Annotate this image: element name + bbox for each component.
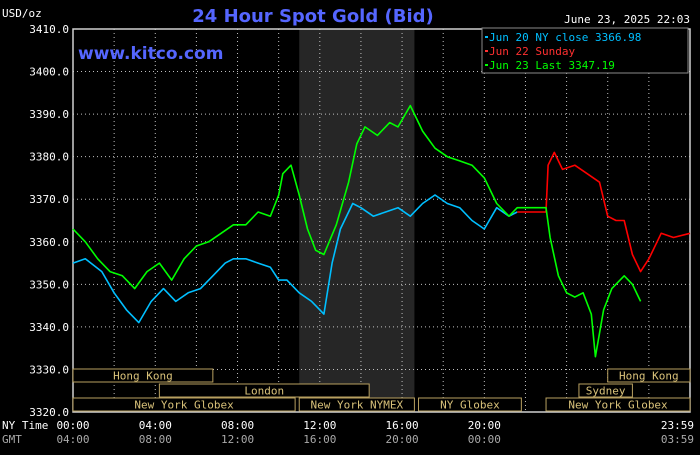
session-bar bbox=[158, 383, 370, 398]
y-tick-label: 3340.0 bbox=[29, 321, 69, 334]
x-tick-label-gmt: 12:00 bbox=[221, 433, 254, 446]
legend-item-last: Jun 23 Last 3347.19 bbox=[489, 59, 615, 72]
price-series bbox=[72, 104, 691, 358]
session-label: New York Globex bbox=[134, 399, 234, 412]
session-bar bbox=[298, 397, 415, 412]
y-tick-label: 3410.0 bbox=[29, 23, 69, 36]
chart-title: 24 Hour Spot Gold (Bid) bbox=[192, 6, 433, 27]
y-tick-label: 3400.0 bbox=[29, 66, 69, 79]
x-tick-label-ny: 23:59 bbox=[661, 419, 694, 432]
legend-bullet-sunday bbox=[485, 50, 488, 52]
session-label: Sydney bbox=[586, 385, 626, 398]
series-line bbox=[72, 194, 518, 324]
x-tick-label-ny: 20:00 bbox=[468, 419, 501, 432]
x-tick-label-ny: 16:00 bbox=[386, 419, 419, 432]
x-axis-tick-labels: 00:0004:0004:0008:0008:0012:0012:0016:00… bbox=[56, 419, 694, 446]
y-tick-label: 3360.0 bbox=[29, 236, 69, 249]
legend-bullet-ny-close bbox=[485, 36, 488, 38]
session-bar bbox=[545, 397, 691, 412]
series-line bbox=[72, 104, 642, 358]
x-tick-label-ny: 12:00 bbox=[303, 419, 336, 432]
ny-time-axis-label: NY Time bbox=[2, 419, 48, 432]
x-tick-label-ny: 00:00 bbox=[56, 419, 89, 432]
x-tick-label-ny: 04:00 bbox=[139, 419, 172, 432]
legend-bullet-last bbox=[485, 64, 488, 66]
session-bar bbox=[72, 368, 214, 383]
x-tick-label-gmt: 04:00 bbox=[56, 433, 89, 446]
session-label: New York NYMEX bbox=[310, 399, 403, 412]
session-label: Hong Kong bbox=[113, 370, 173, 383]
timestamp: June 23, 2025 22:03 bbox=[564, 13, 690, 26]
legend-item-ny-close: Jun 20 NY close 3366.98 bbox=[489, 31, 641, 44]
y-tick-label: 3390.0 bbox=[29, 108, 69, 121]
x-tick-label-ny: 08:00 bbox=[221, 419, 254, 432]
watermark: www.kitco.com bbox=[78, 44, 223, 64]
y-axis-tick-labels: 3320.0 3330.0 3340.0 3350.0 3360.0 3370.0 3380… bbox=[29, 23, 69, 419]
series-line bbox=[517, 151, 691, 273]
session-bar bbox=[578, 383, 633, 398]
y-tick-label: 3320.0 bbox=[29, 406, 69, 419]
unit-label: USD/oz bbox=[2, 7, 42, 20]
session-bar bbox=[72, 397, 296, 412]
gmt-axis-label: GMT bbox=[2, 433, 22, 446]
x-tick-label-gmt: 20:00 bbox=[386, 433, 419, 446]
trading-sessions: Hong Kong London New York Globex New York N… bbox=[72, 368, 691, 412]
x-tick-label-gmt: 00:00 bbox=[468, 433, 501, 446]
legend: Jun 20 NY close 3366.98 Jun 22 Sunday Ju… bbox=[481, 27, 689, 74]
session-bar bbox=[607, 368, 691, 383]
session-label: London bbox=[244, 385, 284, 398]
y-tick-label: 3350.0 bbox=[29, 278, 69, 291]
nymex-session-highlight bbox=[299, 29, 415, 412]
x-tick-label-gmt: 16:00 bbox=[303, 433, 336, 446]
legend-item-sunday: Jun 22 Sunday bbox=[489, 45, 575, 58]
y-tick-label: 3380.0 bbox=[29, 151, 69, 164]
session-label: New York Globex bbox=[568, 399, 668, 412]
plot-frame bbox=[72, 28, 691, 413]
y-tick-label: 3330.0 bbox=[29, 363, 69, 376]
x-tick-label-gmt: 08:00 bbox=[139, 433, 172, 446]
y-tick-label: 3370.0 bbox=[29, 193, 69, 206]
session-label: NY Globex bbox=[440, 399, 500, 412]
legend-box bbox=[481, 27, 689, 74]
session-bar bbox=[418, 397, 522, 412]
session-label: Hong Kong bbox=[619, 370, 679, 383]
x-tick-label-gmt: 03:59 bbox=[661, 433, 694, 446]
